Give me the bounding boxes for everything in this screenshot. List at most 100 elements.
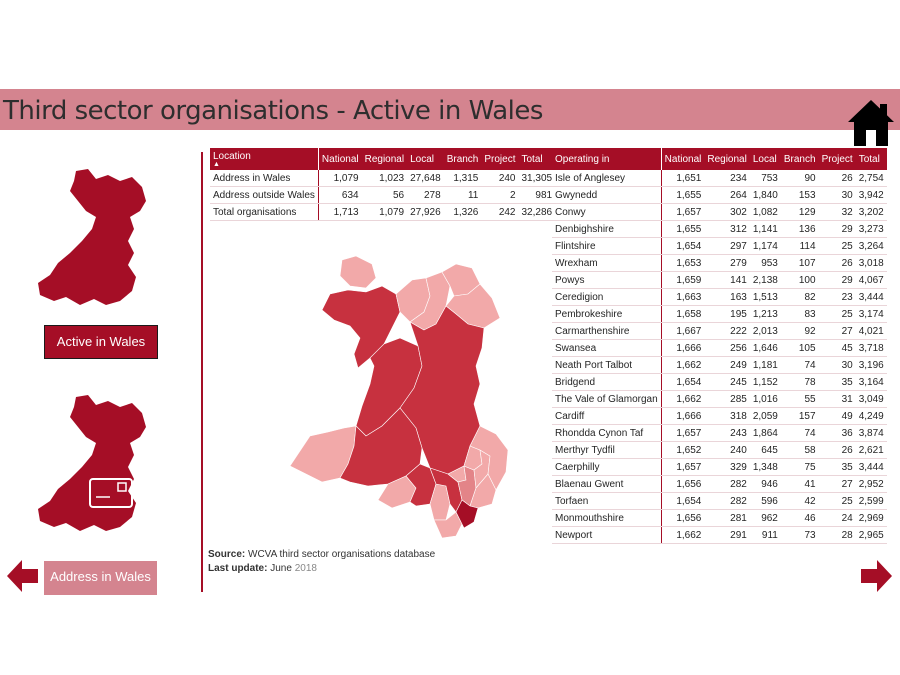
- value-cell: 4,021: [855, 322, 887, 340]
- value-cell: 30: [818, 356, 856, 374]
- column-header-local[interactable]: Local: [749, 148, 781, 170]
- operating-table-row[interactable]: Pembrokeshire 1,658 195 1,213 83 25 3,174: [552, 305, 887, 323]
- value-cell: 25: [818, 237, 856, 255]
- operating-table-row[interactable]: Gwynedd 1,655 264 1,840 153 30 3,942: [552, 186, 887, 204]
- row-label-cell: Monmouthshire: [552, 509, 662, 527]
- operating-table-row[interactable]: The Vale of Glamorgan 1,662 285 1,016 55 31 3,…: [552, 390, 887, 408]
- value-cell: 240: [481, 170, 519, 187]
- wales-map-thumbnail-address[interactable]: [36, 393, 156, 538]
- value-cell: 114: [780, 237, 819, 255]
- address-in-wales-button[interactable]: Address in Wales: [44, 561, 157, 595]
- operating-table-row[interactable]: Wrexham 1,653 279 953 107 26 3,018: [552, 254, 887, 272]
- column-header-total[interactable]: Total: [855, 148, 887, 170]
- row-label-cell: Total organisations: [210, 203, 319, 221]
- value-cell: 281: [704, 509, 750, 527]
- active-in-wales-button[interactable]: Active in Wales: [44, 325, 158, 359]
- operating-table-row[interactable]: Carmarthenshire 1,667 222 2,013 92 27 4,021: [552, 322, 887, 340]
- column-header-total[interactable]: Total: [518, 148, 556, 170]
- column-header-project[interactable]: Project: [481, 148, 519, 170]
- value-cell: 1,652: [661, 441, 705, 459]
- arrow-left-icon[interactable]: [7, 559, 39, 593]
- value-cell: 285: [704, 390, 750, 408]
- column-header-location[interactable]: Location ▲: [210, 148, 319, 170]
- operating-table-row[interactable]: Blaenau Gwent 1,656 282 946 41 27 2,952: [552, 475, 887, 493]
- value-cell: 1,655: [661, 220, 705, 238]
- column-header-local[interactable]: Local: [407, 148, 444, 170]
- value-cell: 4,249: [855, 407, 887, 425]
- column-header-branch[interactable]: Branch: [443, 148, 482, 170]
- operating-table-row[interactable]: Flintshire 1,654 297 1,174 114 25 3,264: [552, 237, 887, 255]
- value-cell: 26: [818, 254, 856, 272]
- value-cell: 1,326: [443, 203, 482, 221]
- home-icon: [848, 100, 894, 146]
- value-cell: 753: [749, 170, 781, 187]
- operating-table-row[interactable]: Monmouthshire 1,656 281 962 46 24 2,969: [552, 509, 887, 527]
- value-cell: 29: [818, 271, 856, 289]
- value-cell: 25: [818, 305, 856, 323]
- value-cell: 92: [780, 322, 819, 340]
- value-cell: 911: [749, 526, 781, 544]
- wales-choropleth-map: [289, 255, 509, 539]
- value-cell: 312: [704, 220, 750, 238]
- value-cell: 1,651: [661, 170, 705, 187]
- value-cell: 2,969: [855, 509, 887, 527]
- operating-table-row[interactable]: Torfaen 1,654 282 596 42 25 2,599: [552, 492, 887, 510]
- column-header-project[interactable]: Project: [818, 148, 856, 170]
- operating-table-row[interactable]: Isle of Anglesey 1,651 234 753 90 26 2,754: [552, 170, 887, 187]
- value-cell: 27,648: [407, 170, 444, 187]
- operating-table-row[interactable]: Conwy 1,657 302 1,082 129 32 3,202: [552, 203, 887, 221]
- value-cell: 243: [704, 424, 750, 442]
- value-cell: 2,059: [749, 407, 781, 425]
- value-cell: 153: [780, 186, 819, 204]
- operating-table-row[interactable]: Rhondda Cynon Taf 1,657 243 1,864 74 36 3,874: [552, 424, 887, 442]
- operating-table-row[interactable]: Bridgend 1,654 245 1,152 78 35 3,164: [552, 373, 887, 391]
- value-cell: 11: [443, 186, 482, 204]
- operating-table-row[interactable]: Ceredigion 1,663 163 1,513 82 23 3,444: [552, 288, 887, 306]
- operating-table-row[interactable]: Neath Port Talbot 1,662 249 1,181 74 30 3,196: [552, 356, 887, 374]
- value-cell: 90: [780, 170, 819, 187]
- location-table-row[interactable]: Address outside Wales 634 56 278 11 2 981: [210, 186, 556, 204]
- column-header-branch[interactable]: Branch: [780, 148, 819, 170]
- operating-table-row[interactable]: Merthyr Tydfil 1,652 240 645 58 26 2,621: [552, 441, 887, 459]
- row-label-cell: Cardiff: [552, 407, 662, 425]
- map-region-isle-of-anglesey[interactable]: [339, 255, 377, 289]
- column-header-national[interactable]: National: [661, 148, 705, 170]
- value-cell: 3,444: [855, 458, 887, 476]
- location-table-header-row: Location ▲ National Regional Local Branch…: [210, 148, 556, 170]
- value-cell: 3,164: [855, 373, 887, 391]
- column-header-regional[interactable]: Regional: [704, 148, 750, 170]
- column-header-operating-in[interactable]: Operating in: [552, 148, 662, 170]
- arrow-right-icon[interactable]: [860, 559, 892, 593]
- value-cell: 1,663: [661, 288, 705, 306]
- value-cell: 42: [780, 492, 819, 510]
- operating-table-row[interactable]: Newport 1,662 291 911 73 28 2,965: [552, 526, 887, 544]
- map-region-cardiff[interactable]: [455, 499, 479, 529]
- value-cell: 74: [780, 356, 819, 374]
- operating-table-row[interactable]: Cardiff 1,666 318 2,059 157 49 4,249: [552, 407, 887, 425]
- value-cell: 2,013: [749, 322, 781, 340]
- value-cell: 1,662: [661, 356, 705, 374]
- value-cell: 1,079: [318, 170, 362, 187]
- value-cell: 1,152: [749, 373, 781, 391]
- column-header-national[interactable]: National: [318, 148, 362, 170]
- value-cell: 46: [780, 509, 819, 527]
- value-cell: 1,656: [661, 475, 705, 493]
- operating-table-row[interactable]: Denbighshire 1,655 312 1,141 136 29 3,273: [552, 220, 887, 238]
- column-header-regional[interactable]: Regional: [361, 148, 408, 170]
- value-cell: 35: [818, 373, 856, 391]
- value-cell: 2,965: [855, 526, 887, 544]
- operating-table-row[interactable]: Powys 1,659 141 2,138 100 29 4,067: [552, 271, 887, 289]
- location-table-row[interactable]: Total organisations 1,713 1,079 27,926 1,326…: [210, 203, 556, 221]
- operating-table-row[interactable]: Swansea 1,666 256 1,646 105 45 3,718: [552, 339, 887, 357]
- value-cell: 1,023: [361, 170, 408, 187]
- operating-table-row[interactable]: Caerphilly 1,657 329 1,348 75 35 3,444: [552, 458, 887, 476]
- value-cell: 2,952: [855, 475, 887, 493]
- value-cell: 1,174: [749, 237, 781, 255]
- wales-map-thumbnail-active[interactable]: [36, 167, 156, 312]
- value-cell: 1,654: [661, 373, 705, 391]
- value-cell: 58: [780, 441, 819, 459]
- value-cell: 291: [704, 526, 750, 544]
- home-button[interactable]: [846, 98, 896, 148]
- location-table-row[interactable]: Address in Wales 1,079 1,023 27,648 1,315 240…: [210, 170, 556, 187]
- value-cell: 27,926: [407, 203, 444, 221]
